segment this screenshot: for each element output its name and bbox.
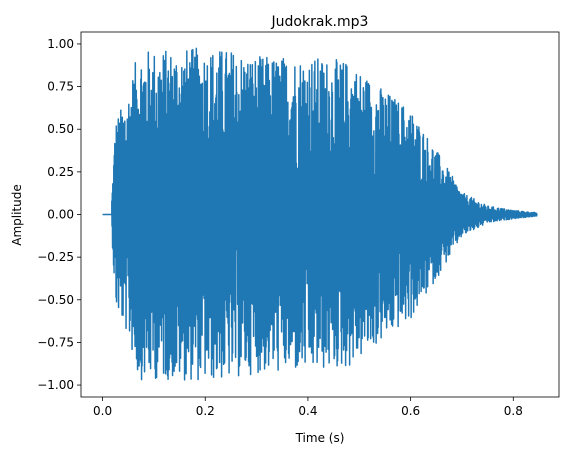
x-axis: 0.0 0.2 0.4 0.6 0.8: [93, 397, 523, 418]
y-tick-label: 0.75: [47, 80, 74, 94]
x-tick-label: 0.2: [196, 404, 215, 418]
y-axis-title: Amplitude: [10, 184, 24, 246]
y-tick-label: −0.25: [37, 250, 74, 264]
x-axis-title: Time (s): [295, 431, 345, 445]
waveform-series-line: [102, 47, 538, 381]
y-tick-label: −0.50: [37, 293, 74, 307]
y-tick-label: 0.00: [47, 208, 74, 222]
x-tick-label: 0.0: [93, 404, 112, 418]
y-tick-label: 1.00: [47, 37, 74, 51]
y-tick-label: 0.50: [47, 122, 74, 136]
x-tick-label: 0.6: [401, 404, 420, 418]
y-tick-label: −1.00: [37, 378, 74, 392]
y-tick-label: −0.75: [37, 335, 74, 349]
chart-title: Judokrak.mp3: [271, 14, 369, 30]
x-tick-label: 0.8: [504, 404, 523, 418]
y-axis: −1.00 −0.75 −0.50 −0.25 0.00 0.25 0.50 0.75 1.00: [37, 37, 81, 392]
y-tick-label: 0.25: [47, 165, 74, 179]
x-tick-label: 0.4: [298, 404, 317, 418]
